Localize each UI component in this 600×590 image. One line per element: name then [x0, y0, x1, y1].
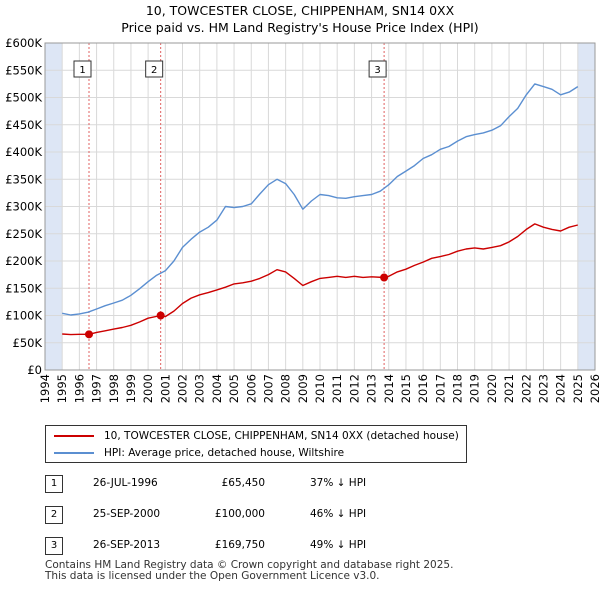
- sale-marker-box: [73, 60, 92, 78]
- x-tick-label: 2000: [141, 374, 155, 403]
- sale-marker-label: 2: [151, 65, 157, 76]
- y-tick-label: £600K: [5, 36, 42, 50]
- x-tick-label: 2002: [176, 374, 190, 403]
- x-tick-label: 2001: [158, 374, 172, 403]
- x-tick-label: 2018: [451, 374, 465, 403]
- legend-item-hpi: HPI: Average price, detached house, Wilt…: [54, 445, 344, 461]
- sale-date: 26-JUL-1996: [93, 477, 158, 489]
- x-tick-label: 2017: [433, 374, 447, 403]
- sale-row: 3 26-SEP-2013 £169,750 49% ↓ HPI: [0, 56, 600, 555]
- sale-hpi-diff: 46% ↓ HPI: [310, 508, 367, 520]
- y-tick-label: £300K: [5, 200, 42, 214]
- y-tick-label: £100K: [5, 309, 42, 323]
- sale-point: [85, 330, 93, 339]
- footer: Contains HM Land Registry data © Crown c…: [45, 560, 453, 582]
- x-tick-label: 2005: [227, 374, 241, 403]
- sale-marker-label: 1: [79, 65, 85, 76]
- sale-row: 1 26-JUL-1996 £65,450 37% ↓ HPI: [0, 0, 600, 493]
- x-tick-label: 1994: [38, 374, 52, 403]
- plot-border: [44, 42, 596, 371]
- y-tick-label: £400K: [5, 145, 42, 159]
- legend-label-hpi: HPI: Average price, detached house, Wilt…: [104, 447, 345, 459]
- x-tick-label: 2014: [382, 374, 396, 403]
- legend-item-property: 10, TOWCESTER CLOSE, CHIPPENHAM, SN14 0X…: [54, 428, 459, 444]
- sale-marker-box: [368, 60, 387, 78]
- chart-title: 10, TOWCESTER CLOSE, CHIPPENHAM, SN14 0X…: [145, 3, 455, 18]
- footer-copyright: Contains HM Land Registry data © Crown c…: [45, 559, 454, 571]
- x-tick-label: 2011: [330, 374, 344, 403]
- y-tick-label: £200K: [5, 254, 42, 268]
- sale-price: £100,000: [214, 508, 265, 520]
- sale-marker-box: [145, 60, 164, 78]
- x-tick-label: 2016: [416, 374, 430, 403]
- y-tick-label: £500K: [5, 91, 42, 105]
- x-tick-label: 2024: [554, 374, 568, 403]
- x-tick-label: 2025: [571, 374, 585, 403]
- sale-number-badge: 1: [45, 475, 63, 493]
- sale-row: 2 25-SEP-2000 £100,000 46% ↓ HPI: [0, 28, 600, 524]
- x-tick-label: 2022: [519, 374, 533, 403]
- chart-subtitle: Price paid vs. HM Land Registry's House …: [121, 20, 479, 35]
- x-tick-label: 2006: [244, 374, 258, 403]
- x-tick-label: 2021: [502, 374, 516, 403]
- x-tick-label: 2026: [588, 374, 600, 403]
- x-tick-label: 2007: [261, 374, 275, 403]
- legend-swatch-hpi: [54, 452, 94, 454]
- y-tick-label: £150K: [5, 281, 42, 295]
- sale-number-badge: 3: [45, 537, 63, 555]
- footer-licence: This data is licensed under the Open Gov…: [45, 570, 380, 582]
- sale-number-badge: 2: [45, 506, 63, 524]
- x-tick-label: 1996: [72, 374, 86, 403]
- x-tick-label: 2010: [313, 374, 327, 403]
- x-tick-label: 2013: [365, 374, 379, 403]
- x-tick-label: 2023: [536, 374, 550, 403]
- x-tick-label: 2003: [193, 374, 207, 403]
- sale-point: [156, 311, 165, 320]
- x-tick-label: 2004: [210, 374, 224, 403]
- x-tick-label: 2012: [347, 374, 361, 403]
- x-tick-label: 1997: [90, 374, 104, 403]
- sale-date: 26-SEP-2013: [93, 539, 161, 551]
- sale-price: £65,450: [221, 477, 265, 489]
- price-chart: 1 2 3 £0 £50K £100K £150K £200K £250K £300K £350K £…: [5, 36, 600, 403]
- sale-hpi-diff: 37% ↓ HPI: [310, 477, 367, 489]
- x-tick-label: 2020: [485, 374, 499, 403]
- sale-hpi-diff: 49% ↓ HPI: [310, 539, 367, 551]
- sale-marker-label: 3: [374, 65, 380, 76]
- y-tick-label: £550K: [5, 63, 42, 77]
- x-tick-label: 2009: [296, 374, 310, 403]
- sale-price: £169,750: [214, 539, 265, 551]
- property-price-line: [62, 223, 578, 336]
- y-tick-label: £450K: [5, 118, 42, 132]
- sales-table: 1 26-JUL-1996 £65,450 37% ↓ HPI 2 25-SEP…: [0, 0, 600, 555]
- sale-date: 25-SEP-2000: [93, 508, 161, 520]
- hpi-line: [62, 83, 579, 316]
- x-tick-label: 1999: [124, 374, 138, 403]
- x-tick-label: 2015: [399, 374, 413, 403]
- sale-point: [380, 273, 389, 282]
- x-tick-label: 2008: [279, 374, 293, 403]
- y-tick-label: £50K: [13, 336, 43, 350]
- legend-swatch-property: [54, 435, 94, 437]
- y-tick-label: £350K: [5, 172, 42, 186]
- x-tick-label: 1995: [55, 374, 69, 403]
- x-tick-label: 1998: [107, 374, 121, 403]
- chart-legend: 10, TOWCESTER CLOSE, CHIPPENHAM, SN14 0X…: [45, 425, 467, 463]
- y-tick-label: £250K: [5, 227, 42, 241]
- y-tick-label: £0: [27, 363, 42, 377]
- x-tick-label: 2019: [468, 374, 482, 403]
- legend-label-property: 10, TOWCESTER CLOSE, CHIPPENHAM, SN14 0X…: [104, 430, 459, 442]
